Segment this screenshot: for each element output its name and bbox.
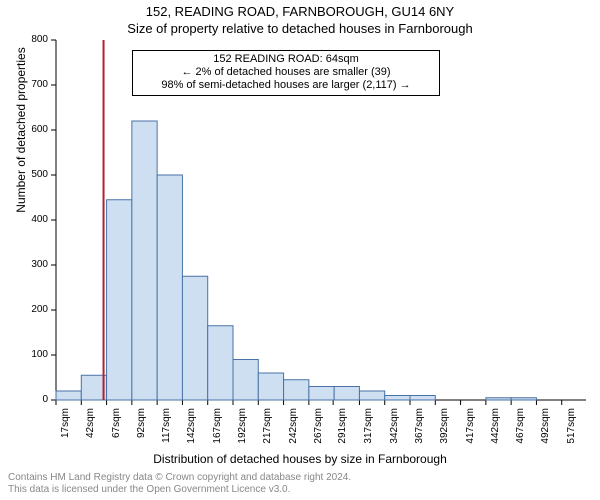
x-tick-label: 217sqm [262,408,273,456]
annotation-line: 152 READING ROAD: 64sqm [137,53,435,66]
x-tick-label: 317sqm [363,408,374,456]
x-tick-label: 117sqm [161,408,172,456]
x-tick-label: 517sqm [566,408,577,456]
footer-text: Contains HM Land Registry data © Crown c… [8,472,351,496]
x-tick-label: 42sqm [85,408,96,456]
x-tick-label: 67sqm [111,408,122,456]
plot-region: 152 READING ROAD: 64sqm← 2% of detached … [56,40,586,400]
x-tick-label: 392sqm [439,408,450,456]
x-tick-label: 142sqm [186,408,197,456]
x-tick-label: 92sqm [136,408,147,456]
x-tick-label: 242sqm [288,408,299,456]
x-tick-label: 167sqm [212,408,223,456]
x-tick-label: 442sqm [490,408,501,456]
x-tick-label: 17sqm [60,408,71,456]
y-axis-label: Number of detached properties [14,0,28,310]
x-tick-label: 291sqm [337,408,348,456]
x-tick-label: 342sqm [389,408,400,456]
chart-title-line2: Size of property relative to detached ho… [0,19,600,36]
footer-line2: This data is licensed under the Open Gov… [8,484,351,496]
x-tick-label: 267sqm [313,408,324,456]
chart-title-line1: 152, READING ROAD, FARNBOROUGH, GU14 6NY [0,0,600,19]
annotation-line: 98% of semi-detached houses are larger (… [137,79,435,92]
x-tick-label: 367sqm [414,408,425,456]
x-tick-label: 492sqm [540,408,551,456]
annotation-box: 152 READING ROAD: 64sqm← 2% of detached … [132,50,440,96]
x-axis-label: Distribution of detached houses by size … [0,452,600,466]
x-tick-label: 192sqm [237,408,248,456]
y-tick-label: 100 [8,349,48,360]
x-tick-label: 417sqm [465,408,476,456]
footer-line1: Contains HM Land Registry data © Crown c… [8,472,351,484]
annotation-line: ← 2% of detached houses are smaller (39) [137,66,435,79]
x-tick-label: 467sqm [515,408,526,456]
y-tick-label: 0 [8,394,48,405]
